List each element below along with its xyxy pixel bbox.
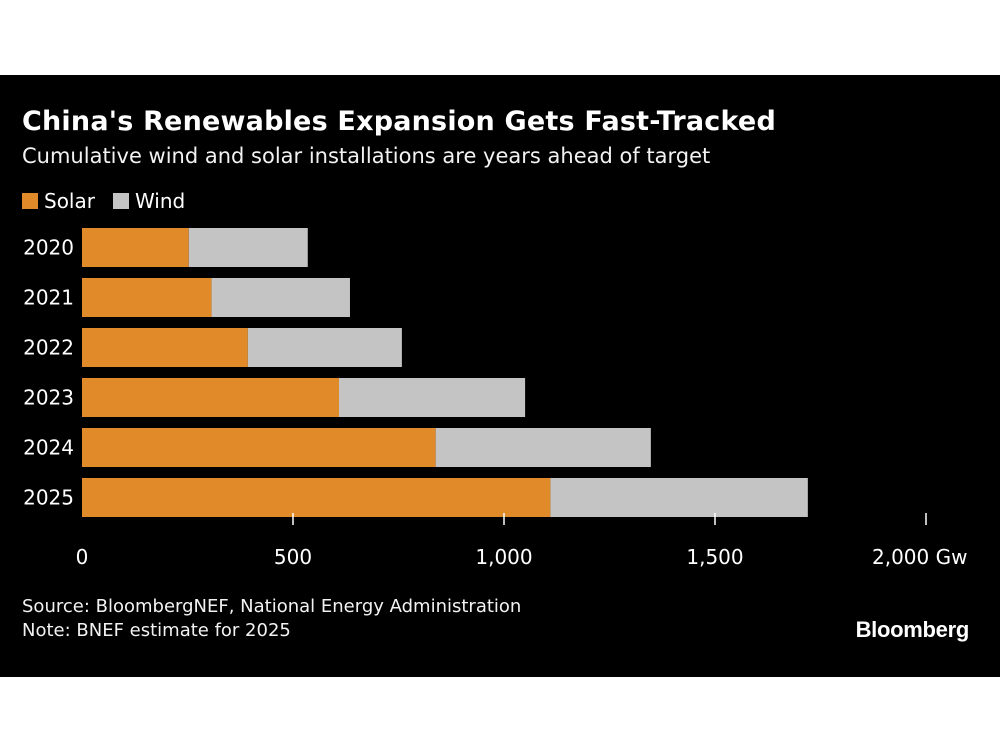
bar-wind-2022	[247, 328, 402, 367]
chart-subtitle: Cumulative wind and solar installations …	[22, 144, 711, 168]
bar-wind-2023	[338, 378, 526, 417]
x-tick-label-1000: 1,000	[475, 545, 532, 569]
x-tick-label-0: 0	[76, 545, 89, 569]
bar-solar-2025	[82, 478, 551, 517]
bar-solar-2024	[82, 428, 436, 467]
x-tick-label-500: 500	[274, 545, 312, 569]
x-tick-label-2000: 2,000 Gw	[872, 545, 967, 569]
legend-label-wind: Wind	[134, 189, 186, 213]
bar-solar-2022	[82, 328, 248, 367]
bar-solar-2021	[82, 278, 212, 317]
category-label-2022: 2022	[23, 336, 74, 360]
bar-wind-2025	[550, 478, 808, 517]
chart-panel: China's Renewables Expansion Gets Fast-T…	[0, 75, 1000, 677]
x-tick-label-1500: 1,500	[686, 545, 743, 569]
bar-wind-2021	[211, 278, 350, 317]
legend-swatch-solar	[22, 193, 38, 209]
category-label-2020: 2020	[23, 236, 74, 260]
bar-wind-2020	[188, 228, 308, 267]
category-label-2021: 2021	[23, 286, 74, 310]
bar-chart: 2020 2021 2022 2023 2024 2025 0 500 1,000 1,500 2,…	[23, 228, 967, 569]
legend-label-solar: Solar	[44, 189, 95, 213]
source-text: Source: BloombergNEF, National Energy Ad…	[22, 596, 522, 617]
legend: Solar Wind	[22, 189, 203, 213]
bar-solar-2020	[82, 228, 189, 267]
legend-swatch-wind	[112, 193, 129, 209]
source-notes: Source: BloombergNEF, National Energy Ad…	[22, 595, 521, 643]
bar-solar-2023	[82, 378, 339, 417]
category-label-2025: 2025	[23, 486, 74, 510]
legend-item-solar: Solar	[22, 189, 95, 213]
bloomberg-logo: Bloomberg	[855, 617, 970, 642]
legend-item-wind: Wind	[112, 189, 186, 213]
category-label-2023: 2023	[23, 386, 74, 410]
category-label-2024: 2024	[23, 436, 74, 460]
note-text: Note: BNEF estimate for 2025	[22, 620, 291, 641]
bar-wind-2024	[435, 428, 651, 467]
chart-title: China's Renewables Expansion Gets Fast-T…	[22, 106, 776, 137]
